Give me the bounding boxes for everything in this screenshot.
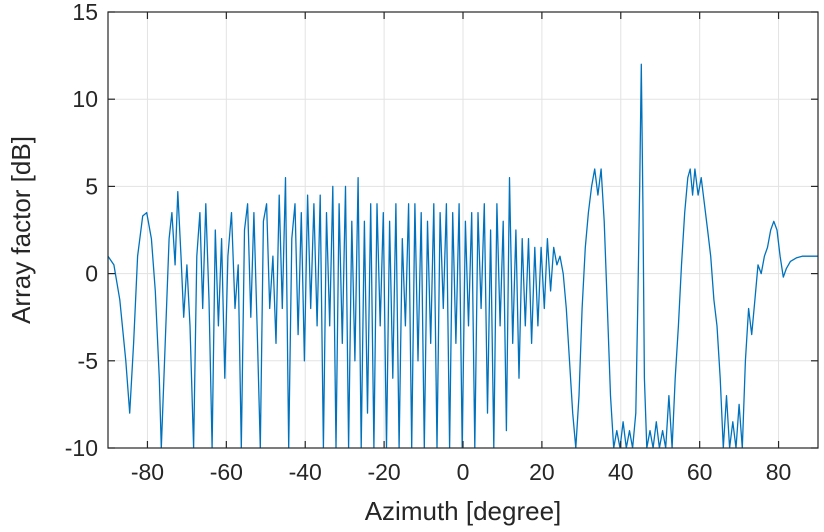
series-line bbox=[108, 63, 818, 448]
x-tick-label: -40 bbox=[289, 459, 322, 485]
y-tick-label: 10 bbox=[72, 86, 98, 112]
y-tick-label: 5 bbox=[85, 173, 98, 199]
x-tick-label: 80 bbox=[766, 459, 792, 485]
x-tick-label: 40 bbox=[608, 459, 634, 485]
x-axis-label: Azimuth [degree] bbox=[365, 496, 562, 526]
y-tick-label: -5 bbox=[78, 348, 98, 374]
x-tick-label: -80 bbox=[131, 459, 164, 485]
x-tick-label: 0 bbox=[457, 459, 470, 485]
x-tick-label: -60 bbox=[210, 459, 243, 485]
series-layer bbox=[108, 63, 818, 448]
y-tick-label: 0 bbox=[85, 261, 98, 287]
y-tick-label: -10 bbox=[65, 435, 98, 461]
y-axis-label: Array factor [dB] bbox=[6, 136, 36, 324]
ticks: -80 -60 -40 -20 0 20 40 60 80 -10 -5 0 5 10 15 bbox=[65, 0, 818, 485]
y-tick-label: 15 bbox=[72, 0, 98, 25]
x-tick-label: 60 bbox=[687, 459, 713, 485]
x-tick-label: -20 bbox=[367, 459, 400, 485]
x-tick-label: 20 bbox=[529, 459, 555, 485]
